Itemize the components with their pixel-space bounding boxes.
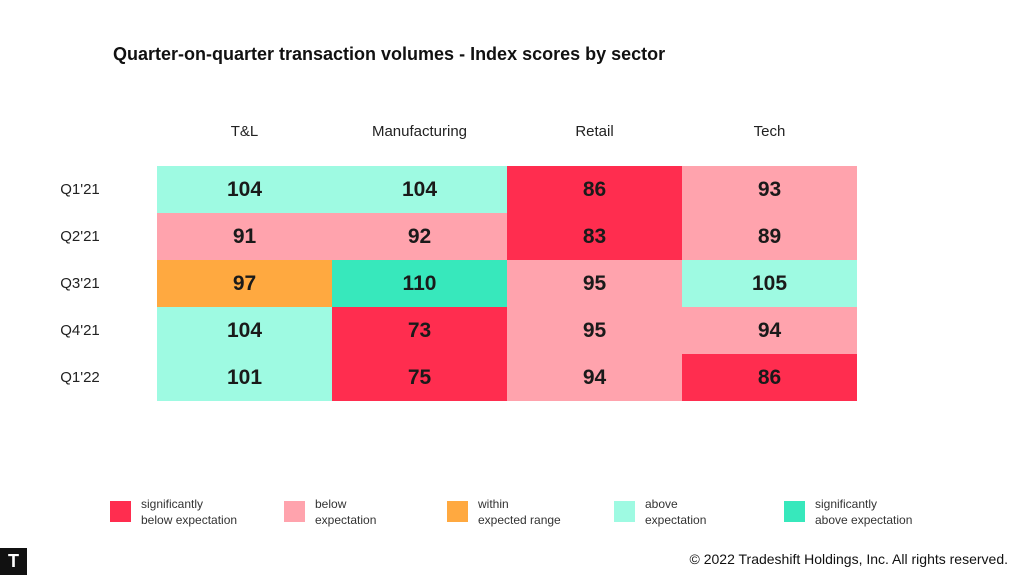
legend-label: within expected range [478,496,598,528]
tradeshift-logo: T [0,548,27,575]
legend-line: below [315,497,347,511]
heatmap-cell: 101 [157,354,332,401]
legend-swatch [614,501,635,522]
heatmap-cell: 83 [507,213,682,260]
heatmap-cell: 95 [507,260,682,307]
legend-swatch [784,501,805,522]
heatmap-cell: 110 [332,260,507,307]
column-header: Manufacturing [371,123,468,140]
heatmap-cell: 105 [682,260,857,307]
legend-line: above expectation [815,513,913,527]
heatmap-cell: 104 [332,166,507,213]
row-header: Q4'21 [60,322,100,339]
heatmap-cell: 86 [682,354,857,401]
heatmap-cell: 75 [332,354,507,401]
row-header: Q1'21 [60,181,100,198]
heatmap-cell: 91 [157,213,332,260]
column-header: Retail [575,123,614,140]
legend-label: above expectation [645,496,765,528]
legend-swatch [447,501,468,522]
legend-item: below expectation [284,496,435,528]
legend-item: within expected range [447,496,598,528]
legend-label: significantly below expectation [141,496,261,528]
legend-item: significantly below expectation [110,496,261,528]
heatmap-cell: 86 [507,166,682,213]
legend-item: significantly above expectation [784,496,935,528]
heatmap-cell: 97 [157,260,332,307]
heatmap-cell: 92 [332,213,507,260]
column-header: T&L [230,123,259,140]
legend-line: expectation [645,513,707,527]
legend-line: within [478,497,509,511]
chart-title: Quarter-on-quarter transaction volumes -… [113,44,666,64]
legend-label: below expectation [315,496,435,528]
legend-line: significantly [815,497,878,511]
legend-line: expectation [315,513,377,527]
heatmap-cell: 104 [157,307,332,354]
heatmap-cell: 89 [682,213,857,260]
copyright: © 2022 Tradeshift Holdings, Inc. All rig… [689,551,1008,567]
legend-line: above [645,497,678,511]
row-header: Q1'22 [60,369,100,386]
column-header: Tech [753,123,786,140]
legend-label: significantly above expectation [815,496,935,528]
legend-line: expected range [478,513,561,527]
heatmap-cell: 94 [682,307,857,354]
heatmap-cell: 95 [507,307,682,354]
legend-line: below expectation [141,513,238,527]
row-header: Q3'21 [60,275,100,292]
legend-swatch [284,501,305,522]
heatmap-cell: 94 [507,354,682,401]
heatmap-cell: 93 [682,166,857,213]
legend-line: significantly [141,497,204,511]
heatmap-cell: 104 [157,166,332,213]
row-header: Q2'21 [60,228,100,245]
legend-item: above expectation [614,496,765,528]
heatmap-cell: 73 [332,307,507,354]
legend-swatch [110,501,131,522]
